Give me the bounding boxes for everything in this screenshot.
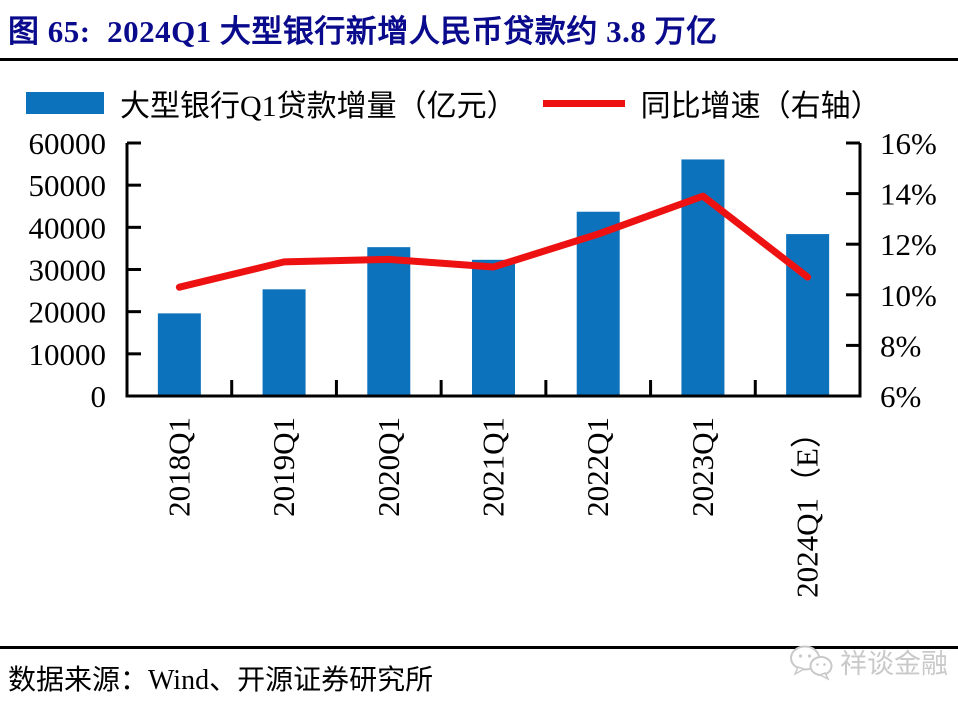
category-label-2022Q1: 2022Q1 <box>580 417 615 517</box>
category-label-2024Q1（E）: 2024Q1（E） <box>790 417 825 598</box>
category-label-2023Q1: 2023Q1 <box>685 417 720 517</box>
left-axis-label: 10000 <box>29 337 107 372</box>
bar-2021Q1 <box>472 259 515 396</box>
right-axis-label: 10% <box>880 278 937 313</box>
category-label-2020Q1: 2020Q1 <box>371 417 406 517</box>
legend-line-swatch-icon <box>542 99 625 107</box>
bar-2022Q1 <box>576 211 620 396</box>
right-axis-label: 6% <box>880 379 921 414</box>
right-axis-label: 12% <box>880 227 937 262</box>
right-axis-label: 8% <box>880 328 921 363</box>
left-axis-label: 50000 <box>29 168 107 203</box>
chart-legend: 大型银行Q1贷款增量（亿元） 同比增速（右轴） <box>26 88 946 123</box>
left-axis-label: 20000 <box>29 295 107 330</box>
right-axis-label: 14% <box>880 177 937 212</box>
category-label-2019Q1: 2019Q1 <box>266 417 301 517</box>
bar-line-chart: 0 10000 20000 30000 40000 50000 60000 6% 8% 10% 12… <box>29 126 937 598</box>
left-axis-label: 40000 <box>29 210 107 245</box>
watermark-text: 祥谈金融 <box>840 649 948 679</box>
legend-line-label: 同比增速（右轴） <box>640 90 881 123</box>
left-axis-label: 30000 <box>29 253 107 288</box>
top-divider <box>0 58 958 61</box>
figure-title: 图 65: 2024Q1 大型银行新增人民币贷款约 3.8 万亿 <box>8 14 718 49</box>
legend-bar-label: 大型银行Q1贷款增量（亿元） <box>120 90 517 123</box>
bar-2024Q1（E） <box>786 234 830 396</box>
bottom-divider <box>0 646 958 649</box>
chat-bubbles-icon <box>790 645 833 681</box>
watermark: 祥谈金融 <box>788 642 948 681</box>
bar-2018Q1 <box>157 313 201 396</box>
left-axis-label: 0 <box>91 379 107 414</box>
category-label-2018Q1: 2018Q1 <box>161 417 196 517</box>
legend-bar-swatch-icon <box>26 92 104 114</box>
bar-2020Q1 <box>367 247 411 396</box>
category-label-2021Q1: 2021Q1 <box>476 417 511 517</box>
bar-2019Q1 <box>262 289 306 396</box>
right-axis-label: 16% <box>880 126 937 161</box>
yoy-growth-line <box>175 192 812 291</box>
left-axis-label: 60000 <box>29 126 107 161</box>
data-source: 数据来源：Wind、开源证券研究所 <box>8 665 434 696</box>
